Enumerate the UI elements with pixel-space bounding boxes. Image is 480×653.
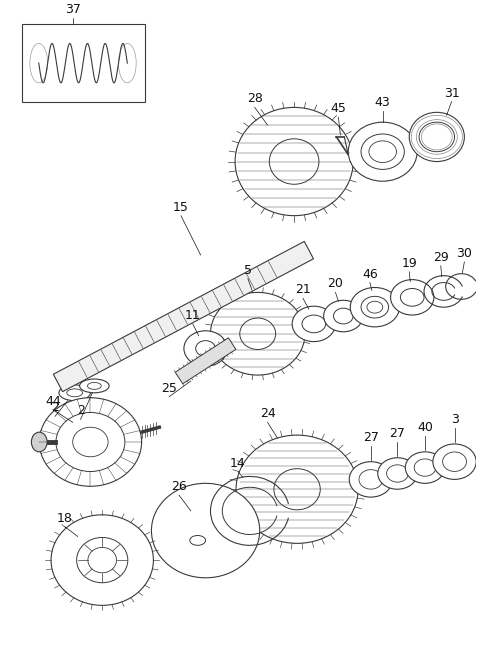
Text: 5: 5: [244, 264, 252, 277]
Ellipse shape: [349, 462, 393, 497]
Text: 46: 46: [362, 268, 378, 281]
Ellipse shape: [151, 483, 260, 578]
Text: 20: 20: [327, 278, 343, 291]
Text: 27: 27: [363, 431, 379, 444]
Ellipse shape: [391, 279, 434, 315]
Ellipse shape: [369, 141, 396, 163]
Ellipse shape: [210, 293, 305, 375]
Ellipse shape: [236, 435, 358, 543]
Ellipse shape: [361, 296, 389, 318]
Ellipse shape: [56, 413, 125, 471]
Ellipse shape: [433, 444, 476, 479]
Ellipse shape: [292, 306, 336, 342]
Ellipse shape: [235, 107, 353, 215]
Text: 27: 27: [389, 427, 406, 440]
Text: 15: 15: [173, 200, 189, 214]
Ellipse shape: [88, 547, 117, 573]
Ellipse shape: [196, 341, 216, 357]
Text: 2: 2: [77, 404, 84, 417]
Text: 26: 26: [171, 480, 187, 493]
Ellipse shape: [67, 389, 83, 397]
Ellipse shape: [419, 122, 455, 151]
Ellipse shape: [31, 432, 47, 452]
Text: 19: 19: [401, 257, 417, 270]
Text: 29: 29: [433, 251, 449, 264]
Ellipse shape: [190, 535, 205, 545]
Ellipse shape: [39, 398, 142, 486]
Text: 40: 40: [417, 421, 433, 434]
Text: 44: 44: [45, 394, 61, 407]
Ellipse shape: [405, 452, 444, 483]
Ellipse shape: [274, 469, 320, 510]
Ellipse shape: [350, 287, 399, 327]
Text: 21: 21: [295, 283, 311, 296]
Text: 28: 28: [247, 93, 263, 105]
Polygon shape: [175, 338, 236, 384]
Ellipse shape: [184, 331, 227, 366]
Ellipse shape: [302, 315, 325, 333]
Bar: [22, 24, 144, 103]
Ellipse shape: [80, 379, 109, 393]
Ellipse shape: [348, 122, 417, 182]
Text: 25: 25: [161, 382, 177, 395]
Ellipse shape: [386, 465, 408, 482]
Ellipse shape: [59, 385, 90, 401]
Text: 31: 31: [444, 87, 459, 99]
Text: 45: 45: [330, 103, 347, 116]
Ellipse shape: [324, 300, 363, 332]
Ellipse shape: [443, 452, 467, 471]
Text: 37: 37: [65, 3, 81, 16]
Ellipse shape: [359, 470, 383, 489]
Text: 14: 14: [230, 456, 246, 470]
Ellipse shape: [240, 318, 276, 349]
Ellipse shape: [334, 308, 353, 324]
Text: 2: 2: [51, 402, 59, 415]
Text: 18: 18: [57, 512, 73, 524]
Ellipse shape: [87, 383, 101, 389]
Ellipse shape: [414, 459, 436, 476]
Ellipse shape: [77, 537, 128, 582]
Ellipse shape: [269, 139, 319, 184]
Text: 11: 11: [185, 309, 201, 322]
Ellipse shape: [409, 112, 464, 161]
Ellipse shape: [378, 458, 417, 489]
Ellipse shape: [400, 289, 424, 306]
Text: 3: 3: [451, 413, 458, 426]
Ellipse shape: [72, 427, 108, 456]
Ellipse shape: [51, 515, 154, 605]
Text: 30: 30: [456, 247, 472, 260]
Text: 24: 24: [260, 407, 276, 421]
Ellipse shape: [367, 301, 383, 313]
Ellipse shape: [361, 134, 404, 169]
Polygon shape: [53, 242, 313, 392]
Text: 43: 43: [375, 97, 391, 109]
